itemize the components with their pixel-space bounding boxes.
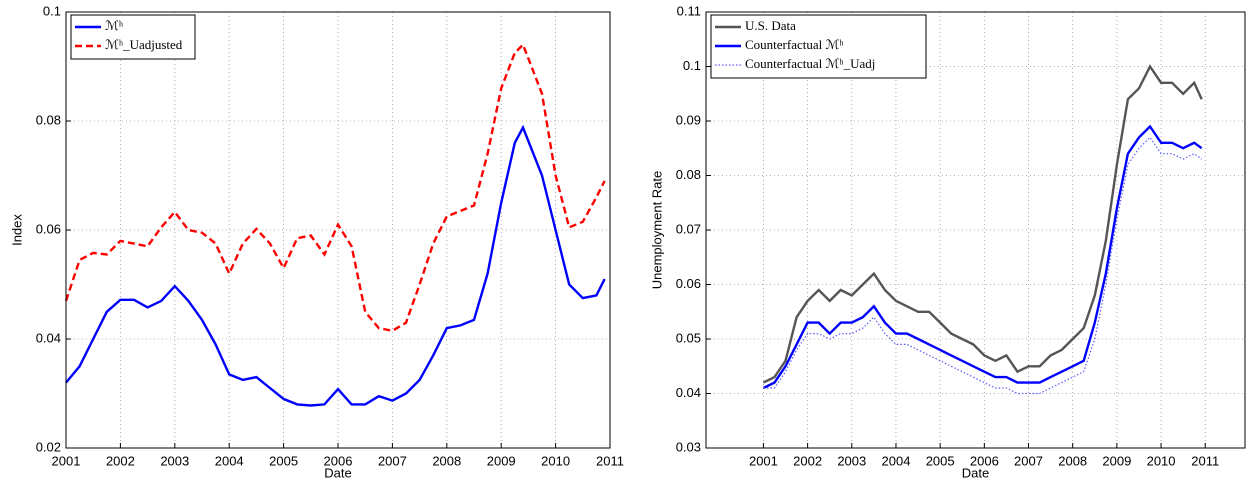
y-tick-label: 0.04 (676, 385, 701, 400)
y-axis-label: Unemployment Rate (649, 171, 664, 290)
x-tick-label: 2011 (596, 453, 624, 468)
y-tick-label: 0.07 (676, 221, 701, 236)
y-tick-label: 0.1 (43, 3, 61, 18)
x-tick-label: 2007 (378, 453, 407, 468)
x-tick-label: 2009 (487, 453, 516, 468)
data-line (762, 124, 1203, 390)
legend-label: Counterfactual ℳʰ_Uadj (745, 56, 875, 71)
x-tick-label: 2005 (269, 453, 298, 468)
plot-area (706, 12, 1245, 448)
y-tick-label: 0.09 (676, 112, 701, 127)
legend-label: ℳʰ_Uadjusted (105, 37, 183, 52)
y-tick-label: 0.04 (36, 330, 61, 345)
x-tick-label: 2001 (749, 453, 778, 468)
y-tick-label: 0.08 (36, 112, 61, 127)
data-line (763, 136, 1203, 395)
x-axis-label: Date (324, 465, 351, 480)
y-tick-label: 0.05 (676, 330, 701, 345)
x-tick-label: 2009 (1102, 453, 1131, 468)
x-tick-label: 2001 (52, 453, 81, 468)
x-tick-label: 2010 (541, 453, 570, 468)
x-tick-label: 2004 (215, 453, 244, 468)
x-axis-label: Date (962, 465, 989, 480)
x-tick-label: 2006 (970, 453, 999, 468)
y-tick-label: 0.03 (676, 439, 701, 454)
x-tick-label: 2002 (106, 453, 135, 468)
legend-box (70, 14, 196, 60)
y-tick-label: 0.06 (36, 221, 61, 236)
x-tick-label: 2003 (837, 453, 866, 468)
x-tick-label: 2007 (1014, 453, 1043, 468)
x-tick-label: 2008 (432, 453, 461, 468)
x-tick-label: 2005 (926, 453, 955, 468)
data-line (65, 124, 606, 407)
y-tick-label: 0.02 (36, 439, 61, 454)
legend-box (710, 14, 927, 79)
legend-label: U.S. Data (745, 18, 796, 33)
x-tick-label: 2003 (160, 453, 189, 468)
axes-frame (705, 11, 1246, 449)
x-tick-label: 2008 (1058, 453, 1087, 468)
x-tick-label: 2002 (793, 453, 822, 468)
y-axis-label: Index (9, 214, 24, 246)
axes-frame (65, 11, 611, 449)
y-tick-label: 0.08 (676, 167, 701, 182)
x-tick-label: 2010 (1147, 453, 1176, 468)
data-line (762, 64, 1203, 384)
x-tick-label: 2006 (324, 453, 353, 468)
x-tick-label: 2004 (882, 453, 911, 468)
legend-label: Counterfactual ℳʰ (745, 37, 844, 52)
y-tick-label: 0.11 (677, 3, 701, 18)
y-tick-label: 0.06 (676, 276, 701, 291)
data-line (64, 42, 606, 333)
legend-label: ℳʰ (105, 18, 123, 33)
y-tick-label: 0.1 (683, 58, 701, 73)
x-tick-label: 2011 (1191, 453, 1219, 468)
